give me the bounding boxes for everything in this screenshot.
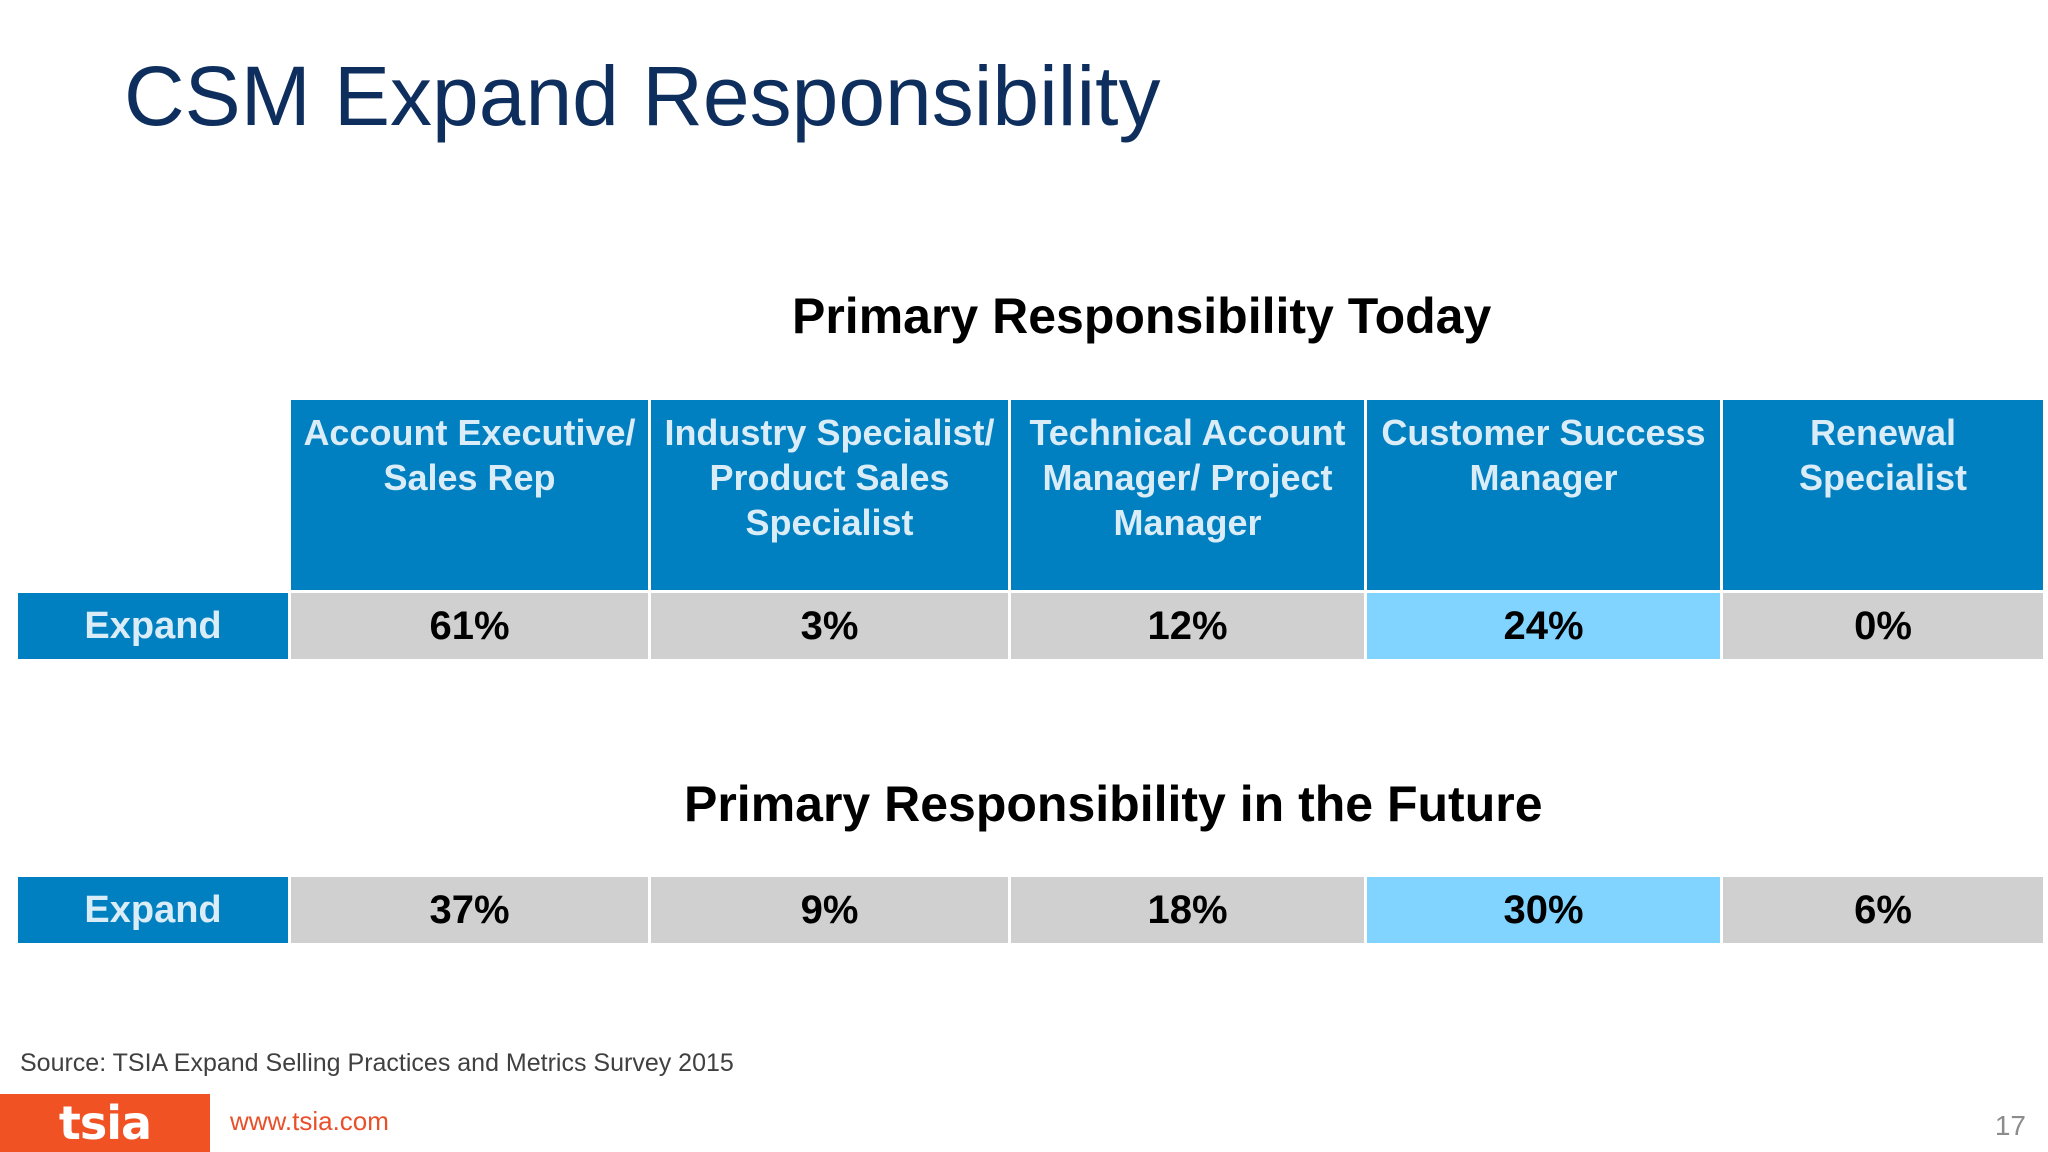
column-header-customer-success-manager: Customer Success Manager [1367, 400, 1720, 590]
column-header-industry-specialist: Industry Specialist/ Product Sales Speci… [651, 400, 1008, 590]
future-value-technical-account-manager: 18% [1011, 877, 1364, 943]
column-header-account-executive: Account Executive/ Sales Rep [291, 400, 648, 590]
future-value-industry-specialist: 9% [651, 877, 1008, 943]
tsia-logo-text: tsia [58, 1096, 152, 1150]
today-value-industry-specialist: 3% [651, 593, 1008, 659]
future-value-renewal-specialist: 6% [1723, 877, 2043, 943]
future-value-customer-success-manager: 30% [1367, 877, 1720, 943]
row-label-today: Expand [18, 593, 288, 659]
slide-title: CSM Expand Responsibility [124, 49, 1161, 143]
future-value-account-executive: 37% [291, 877, 648, 943]
today-value-account-executive: 61% [291, 593, 648, 659]
tsia-logo: tsia [0, 1094, 210, 1152]
column-header-technical-account-manager: Technical Account Manager/ Project Manag… [1011, 400, 1364, 590]
column-header-renewal-specialist: Renewal Specialist [1723, 400, 2043, 590]
section-heading-future: Primary Responsibility in the Future [684, 776, 1543, 832]
today-value-customer-success-manager: 24% [1367, 593, 1720, 659]
footer-url[interactable]: www.tsia.com [230, 1106, 389, 1136]
today-value-renewal-specialist: 0% [1723, 593, 2043, 659]
today-value-technical-account-manager: 12% [1011, 593, 1364, 659]
row-label-future: Expand [18, 877, 288, 943]
page-number: 17 [1994, 1110, 2026, 1141]
section-heading-today: Primary Responsibility Today [792, 288, 1492, 344]
source-note: Source: TSIA Expand Selling Practices an… [20, 1049, 734, 1077]
